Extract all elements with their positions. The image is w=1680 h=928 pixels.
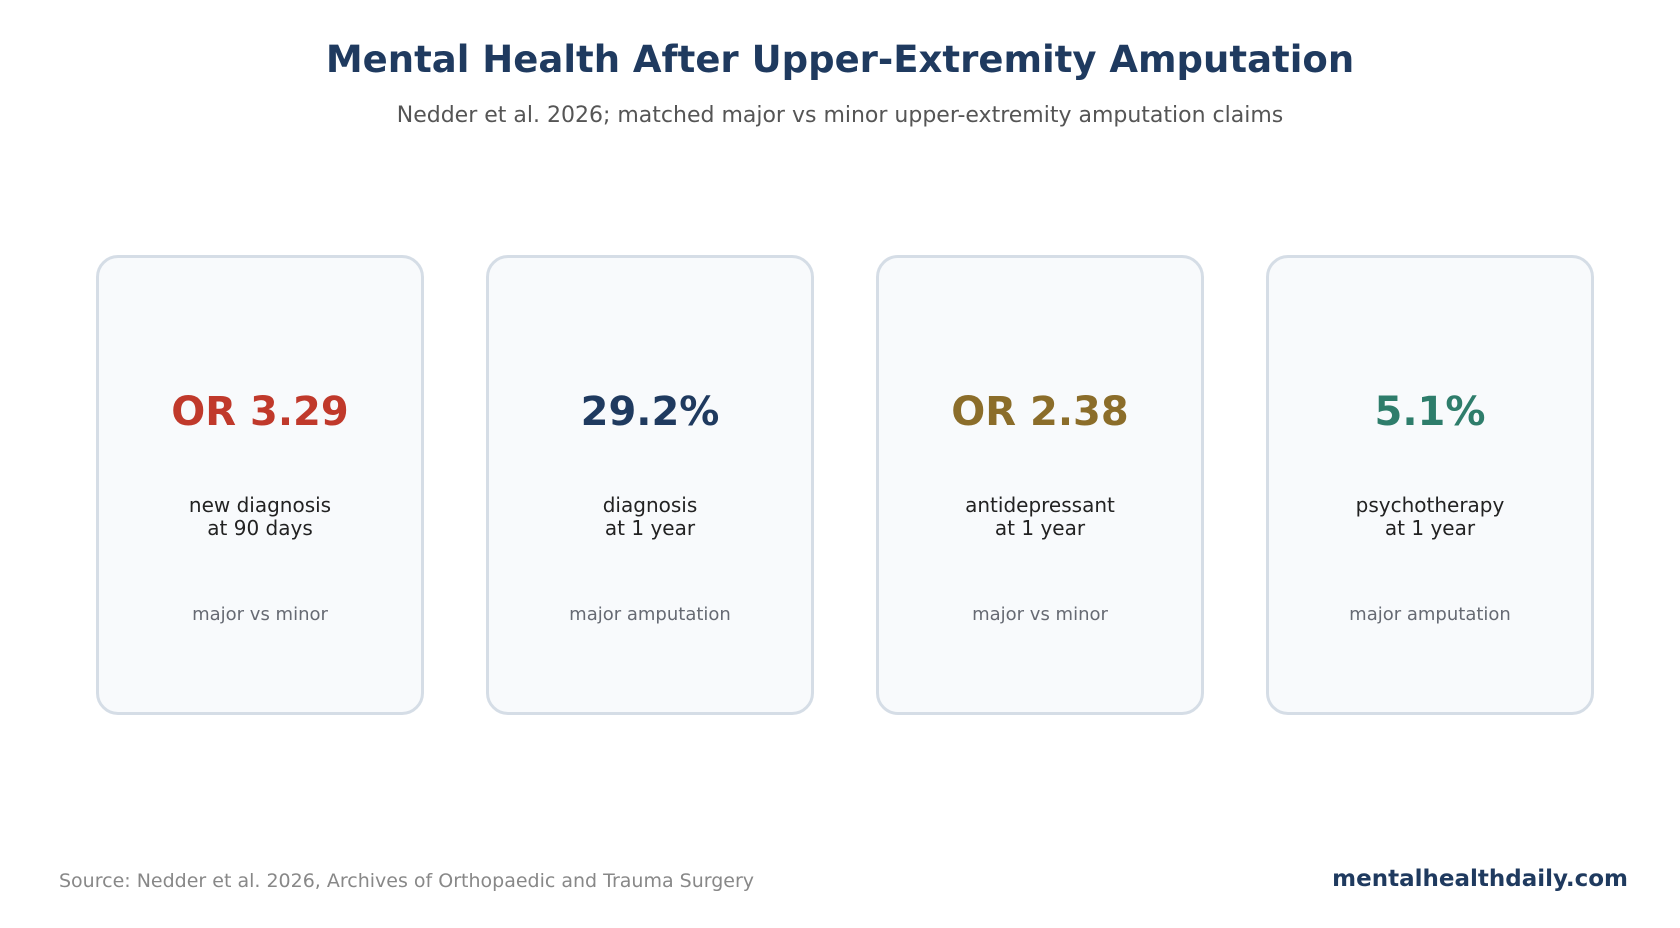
stat-card-psychotherapy: 5.1% psychotherapy at 1 year major amput… — [1266, 255, 1594, 715]
page-title: Mental Health After Upper-Extremity Ampu… — [325, 38, 1355, 81]
stat-card-new-diagnosis: OR 3.29 new diagnosis at 90 days major v… — [96, 255, 424, 715]
stat-label-line2: at 1 year — [1384, 516, 1476, 540]
brand-logo-text: mentalhealthdaily.com — [1332, 866, 1628, 892]
stat-label-line1: antidepressant — [965, 493, 1115, 517]
stat-label: psychotherapy at 1 year — [1269, 494, 1591, 540]
stat-label-line1: new diagnosis — [188, 493, 332, 517]
stat-label-line2: at 90 days — [207, 516, 313, 540]
stat-label: new diagnosis at 90 days — [99, 494, 421, 540]
stat-note: major amputation — [569, 604, 731, 625]
stat-card-antidepressant: OR 2.38 antidepressant at 1 year major v… — [876, 255, 1204, 715]
stat-label-line2: at 1 year — [994, 516, 1086, 540]
page-subtitle: Nedder et al. 2026; matched major vs min… — [396, 103, 1284, 128]
stat-label: diagnosis at 1 year — [489, 494, 811, 540]
stat-label-line1: psychotherapy — [1355, 493, 1505, 517]
stat-value: 29.2% — [580, 389, 720, 435]
stat-value: OR 3.29 — [171, 389, 349, 435]
stat-note: major amputation — [1349, 604, 1511, 625]
stat-label-line1: diagnosis — [602, 493, 698, 517]
stat-note: major vs minor — [972, 604, 1108, 625]
stat-value: 5.1% — [1374, 389, 1486, 435]
stat-label-line2: at 1 year — [604, 516, 696, 540]
stat-card-diagnosis: 29.2% diagnosis at 1 year major amputati… — [486, 255, 814, 715]
stat-label: antidepressant at 1 year — [879, 494, 1201, 540]
source-citation: Source: Nedder et al. 2026, Archives of … — [59, 870, 755, 892]
stat-note: major vs minor — [192, 604, 328, 625]
stat-value: OR 2.38 — [951, 389, 1129, 435]
